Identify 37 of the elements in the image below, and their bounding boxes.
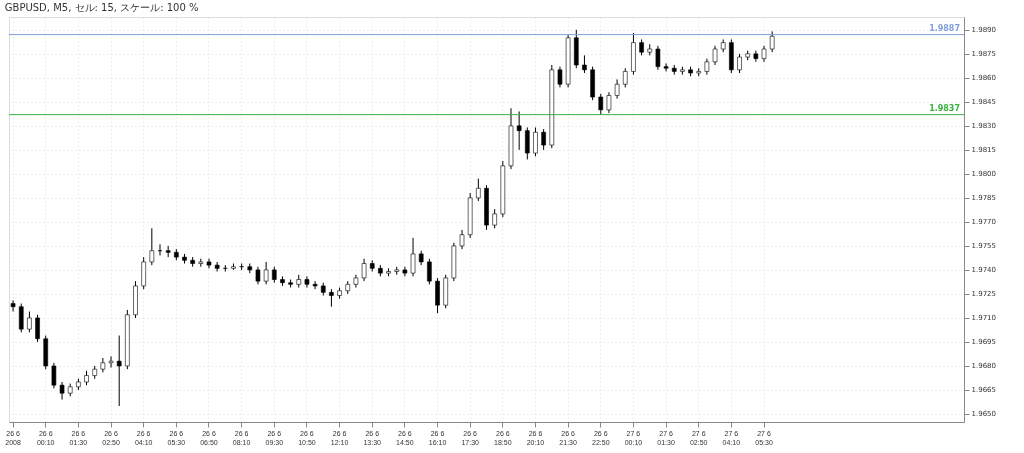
candlestick: [533, 126, 538, 157]
candlestick: [410, 237, 416, 277]
candlestick: [598, 93, 604, 116]
candlestick: [361, 258, 367, 282]
candlestick: [108, 355, 114, 369]
candlestick: [516, 110, 522, 151]
candlestick: [263, 261, 269, 285]
candlestick: [492, 208, 497, 229]
candlestick: [149, 227, 155, 266]
candlestick: [606, 91, 612, 114]
candlestick: [655, 45, 661, 71]
candlestick: [35, 314, 40, 343]
candlestick: [769, 30, 775, 53]
candlestick: [557, 66, 563, 88]
chart-title: GBPUSD, M5, セル: 15, スケール: 100 %: [4, 2, 199, 13]
candlestick: [476, 178, 481, 202]
candlestick: [622, 67, 628, 88]
ref-line-label: 1.9887: [929, 23, 960, 33]
candlestick: [18, 303, 24, 333]
candlestick: [753, 50, 759, 63]
candlestick: [525, 126, 530, 160]
candlestick: [737, 53, 742, 74]
candlestick: [59, 381, 65, 401]
candlestick: [614, 78, 620, 100]
candlestick: [10, 299, 16, 313]
candlestick: [541, 128, 546, 151]
candlestick: [304, 275, 310, 289]
candlestick: [712, 45, 718, 66]
candlestick: [663, 62, 669, 72]
ref-line-label: 1.9837: [929, 103, 960, 113]
candlestick: [312, 280, 318, 290]
candlestick: [427, 258, 432, 285]
candlestick: [214, 261, 220, 273]
candlestick: [459, 229, 465, 250]
candlestick: [116, 335, 122, 407]
candlestick: [51, 362, 57, 389]
candlestick: [27, 311, 32, 333]
